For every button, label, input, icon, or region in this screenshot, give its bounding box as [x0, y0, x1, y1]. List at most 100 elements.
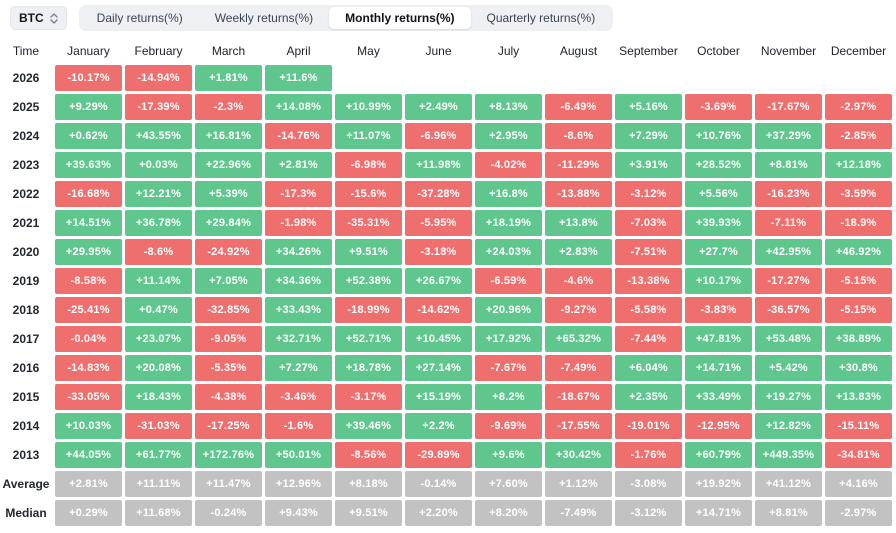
- column-header: June: [425, 44, 452, 58]
- return-cell: -6.49%: [545, 94, 612, 120]
- row-label: 2014: [12, 419, 40, 433]
- return-cell: -7.51%: [615, 239, 682, 265]
- return-cell: -7.49%: [545, 500, 612, 526]
- return-cell: +22.96%: [195, 152, 262, 178]
- return-cell: -17.55%: [545, 413, 612, 439]
- table-row: 2023 +39.63% +0.03% +22.96% +2.81% -6.98% +11.…: [0, 152, 892, 178]
- return-cell: -13.38%: [615, 268, 682, 294]
- return-cell: +52.38%: [335, 268, 402, 294]
- table-row: 2021 +14.51% +36.78% +29.84% -1.98% -35.31% -5…: [0, 210, 892, 236]
- return-cell: +13.83%: [825, 384, 892, 410]
- return-cell: +34.36%: [265, 268, 332, 294]
- row-label: 2022: [12, 187, 40, 201]
- return-cell: +37.29%: [755, 123, 822, 149]
- return-cell: -25.41%: [55, 297, 122, 323]
- return-cell: -4.6%: [545, 268, 612, 294]
- return-cell: +12.96%: [265, 471, 332, 497]
- return-cell: -33.05%: [55, 384, 122, 410]
- tab-daily-returns[interactable]: Daily returns(%): [81, 7, 199, 29]
- return-cell: -18.99%: [335, 297, 402, 323]
- return-cell: -5.35%: [195, 355, 262, 381]
- column-header: December: [830, 44, 887, 58]
- row-label: 2018: [12, 303, 40, 317]
- return-cell: -19.01%: [615, 413, 682, 439]
- return-cell: -3.83%: [685, 297, 752, 323]
- return-cell: +43.55%: [125, 123, 192, 149]
- return-cell: +9.43%: [265, 500, 332, 526]
- return-cell: +19.92%: [685, 471, 752, 497]
- row-label: 2021: [12, 216, 40, 230]
- return-cell: +2.95%: [475, 123, 542, 149]
- return-cell: -14.83%: [55, 355, 122, 381]
- return-cell: +9.51%: [335, 500, 402, 526]
- return-cell: +7.60%: [475, 471, 542, 497]
- return-cell: +7.29%: [615, 123, 682, 149]
- return-cell: -3.12%: [615, 181, 682, 207]
- return-cell: +11.07%: [335, 123, 402, 149]
- return-cell: [335, 65, 402, 91]
- return-cell: -7.44%: [615, 326, 682, 352]
- return-cell: [755, 65, 822, 91]
- return-cell: +28.52%: [685, 152, 752, 178]
- return-cell: -9.27%: [545, 297, 612, 323]
- return-cell: -3.69%: [685, 94, 752, 120]
- return-cell: -17.25%: [195, 413, 262, 439]
- return-cell: +38.89%: [825, 326, 892, 352]
- return-cell: -32.85%: [195, 297, 262, 323]
- row-label: 2015: [12, 390, 40, 404]
- table-row: 2019 -8.58% +11.14% +7.05% +34.36% +52.38% +26…: [0, 268, 892, 294]
- return-cell: +2.2%: [405, 413, 472, 439]
- return-cell: +2.35%: [615, 384, 682, 410]
- return-cell: -11.29%: [545, 152, 612, 178]
- table-row: 2017 -0.04% +23.07% -9.05% +32.71% +52.71% +10…: [0, 326, 892, 352]
- return-cell: -29.89%: [405, 442, 472, 468]
- table-row: 2020 +29.95% -8.6% -24.92% +34.26% +9.51% -3.1…: [0, 239, 892, 265]
- return-cell: +34.26%: [265, 239, 332, 265]
- return-cell: +449.35%: [755, 442, 822, 468]
- return-cell: -18.67%: [545, 384, 612, 410]
- return-cell: +20.08%: [125, 355, 192, 381]
- return-cell: +20.96%: [475, 297, 542, 323]
- return-cell: +12.21%: [125, 181, 192, 207]
- return-cell: -16.23%: [755, 181, 822, 207]
- return-cell: +30.8%: [825, 355, 892, 381]
- column-header: April: [286, 44, 311, 58]
- return-cell: -14.62%: [405, 297, 472, 323]
- return-cell: -14.94%: [125, 65, 192, 91]
- return-cell: +36.78%: [125, 210, 192, 236]
- return-cell: -6.96%: [405, 123, 472, 149]
- return-cell: +2.81%: [265, 152, 332, 178]
- row-label: 2017: [12, 332, 40, 346]
- column-header: February: [134, 44, 183, 58]
- return-cell: +5.42%: [755, 355, 822, 381]
- table-row: Median +0.29% +11.68% -0.24% +9.43% +9.51% +2.…: [0, 500, 892, 526]
- return-cell: -0.14%: [405, 471, 472, 497]
- return-cell: -31.03%: [125, 413, 192, 439]
- tab-weekly-returns[interactable]: Weekly returns(%): [199, 7, 329, 29]
- return-cell: +8.13%: [475, 94, 542, 120]
- row-label: 2013: [12, 448, 40, 462]
- return-cell: -4.38%: [195, 384, 262, 410]
- column-header: Time: [12, 44, 40, 58]
- tab-quarterly-returns[interactable]: Quarterly returns(%): [471, 7, 612, 29]
- column-header: January: [67, 44, 110, 58]
- return-cell: -8.58%: [55, 268, 122, 294]
- return-cell: +11.11%: [125, 471, 192, 497]
- return-cell: +5.56%: [685, 181, 752, 207]
- return-cell: +29.95%: [55, 239, 122, 265]
- return-cell: [475, 65, 542, 91]
- return-cell: -7.67%: [475, 355, 542, 381]
- return-cell: +7.27%: [265, 355, 332, 381]
- column-header: November: [760, 44, 817, 58]
- return-cell: +52.71%: [335, 326, 402, 352]
- tab-monthly-returns[interactable]: Monthly returns(%): [329, 7, 471, 29]
- return-cell: -8.6%: [545, 123, 612, 149]
- symbol-select[interactable]: BTC: [10, 6, 67, 30]
- return-cell: -2.97%: [825, 94, 892, 120]
- return-cell: +6.04%: [615, 355, 682, 381]
- return-cell: +12.18%: [825, 152, 892, 178]
- return-cell: +19.27%: [755, 384, 822, 410]
- return-cell: +50.01%: [265, 442, 332, 468]
- return-cell: +18.19%: [475, 210, 542, 236]
- return-cell: +10.45%: [405, 326, 472, 352]
